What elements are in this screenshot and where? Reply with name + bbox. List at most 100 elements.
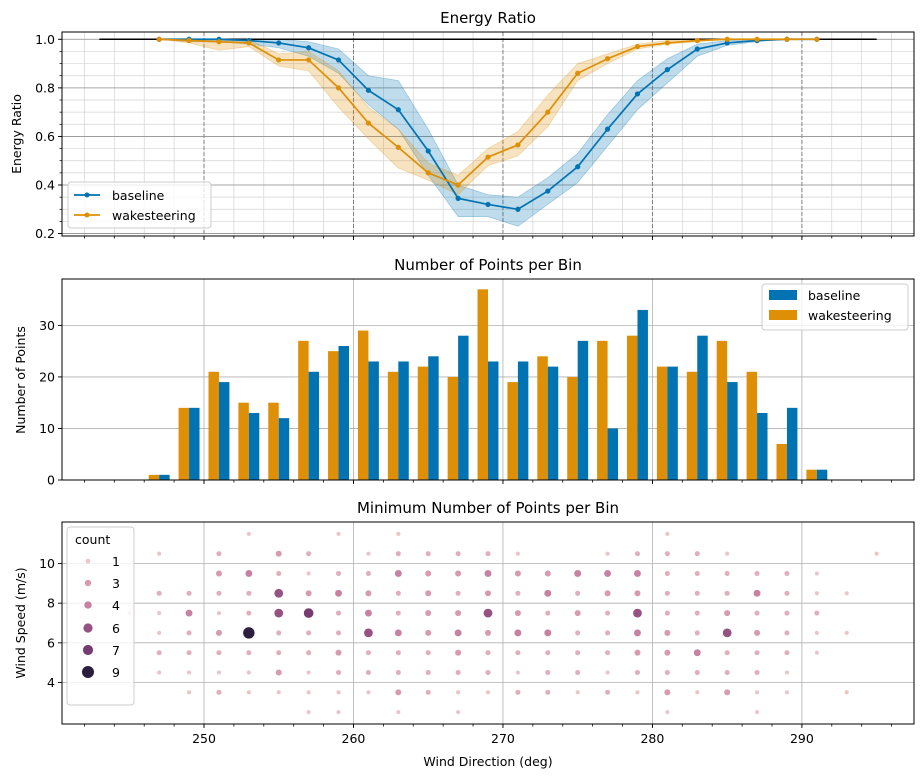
scatter-point: [395, 531, 401, 537]
scatter-point: [514, 649, 521, 656]
scatter-point: [276, 689, 282, 695]
scatter-point: [574, 649, 581, 656]
baseline-bar: [159, 474, 170, 480]
scatter-point: [723, 688, 731, 696]
scatter-point: [156, 649, 163, 656]
scatter-point: [485, 689, 491, 695]
scatter-point: [544, 570, 552, 577]
scatter-point: [783, 629, 790, 636]
scatter-point: [484, 569, 492, 578]
energy-ratio-legend-box: [67, 181, 212, 229]
scatter-point: [722, 628, 733, 638]
baseline-point: [724, 40, 730, 46]
scatter-point: [156, 610, 162, 616]
scatter-point: [663, 649, 671, 657]
scatter-point: [335, 709, 342, 715]
energy-ratio-series-lines: [99, 36, 877, 212]
wakesteering-bar: [148, 474, 160, 480]
legend-count-1-marker: [85, 558, 91, 564]
scatter-point: [303, 607, 314, 619]
scatter-point: [514, 689, 521, 696]
min-points-ticks: 250 260 270 280 290 4 6 8 10: [39, 556, 892, 746]
scatter-point: [242, 626, 256, 640]
legend-baseline-label: baseline: [112, 188, 165, 203]
scatter-point: [454, 609, 462, 617]
baseline-point: [515, 206, 521, 212]
min-points-panel: 250 260 270 280 290 4 6 8 10 Minimum Number of P…: [13, 499, 915, 769]
scatter-point: [694, 570, 701, 577]
scatter-point: [335, 570, 342, 577]
baseline-bar: [278, 418, 290, 480]
wakesteering-confidence-band: [159, 38, 817, 196]
scatter-point: [395, 590, 402, 597]
x-tick-label: 270: [491, 731, 515, 746]
min-points-legend-box: [66, 526, 135, 706]
scatter-point: [664, 709, 670, 715]
scatter-point: [246, 531, 252, 537]
scatter-point: [753, 629, 761, 637]
scatter-point: [514, 590, 521, 597]
legend-count-4-label: 4: [112, 598, 120, 613]
wakesteering-bar: [537, 356, 548, 480]
baseline-point: [485, 201, 491, 208]
wakesteering-bar: [387, 371, 399, 480]
scatter-point: [783, 590, 790, 597]
energy-ratio-panel: 0.2 0.4 0.6 0.8 1.0 Energy Ratio Energy Rati…: [9, 9, 915, 241]
y-tick-label: 4: [47, 675, 55, 690]
scatter-point: [215, 590, 222, 597]
legend-wakesteering-bar-swatch: [769, 310, 797, 320]
legend-count-3-marker: [84, 579, 92, 587]
scatter-point: [604, 610, 611, 617]
scatter-point: [604, 629, 611, 636]
scatter-point: [634, 689, 641, 695]
scatter-point: [305, 629, 312, 636]
baseline-bar: [218, 382, 230, 480]
scatter-point: [574, 629, 581, 636]
scatter-point: [754, 689, 760, 695]
wakesteering-bar: [208, 371, 219, 480]
scatter-point: [514, 609, 522, 617]
scatter-point: [365, 649, 372, 656]
baseline-point: [455, 195, 461, 201]
baseline-point: [604, 126, 611, 132]
scatter-point: [215, 629, 223, 637]
scatter-point: [632, 608, 643, 618]
scatter-point: [694, 669, 701, 676]
min-points-scatter: [126, 531, 880, 715]
scatter-point: [364, 589, 372, 597]
scatter-point: [273, 608, 284, 618]
scatter-point: [724, 669, 731, 676]
min-points-x-axis-label: Wind Direction (deg): [423, 754, 552, 769]
scatter-point: [694, 550, 701, 557]
scatter-point: [306, 669, 312, 676]
wakesteering-point: [395, 144, 401, 150]
legend-count-1-label: 1: [112, 554, 120, 569]
energy-ratio-axes-frame: [61, 31, 915, 237]
points-per-bin-bars: [148, 289, 828, 480]
scatter-point: [215, 570, 223, 577]
wakesteering-point: [694, 37, 700, 44]
scatter-point: [754, 649, 761, 656]
wakesteering-bar: [507, 382, 518, 480]
energy-ratio-legend: baseline wakesteering: [67, 181, 212, 229]
baseline-bar: [727, 382, 738, 480]
scatter-point: [216, 610, 222, 616]
scatter-point: [186, 629, 193, 636]
scatter-point: [305, 550, 312, 557]
baseline-bar: [248, 413, 260, 480]
legend-wakesteering-label: wakesteering: [808, 308, 892, 323]
energy-ratio-title: Energy Ratio: [440, 9, 536, 27]
scatter-point: [335, 629, 342, 636]
scatter-point: [604, 689, 611, 696]
scatter-point: [306, 570, 312, 577]
scatter-point: [573, 569, 582, 578]
wakesteering-point: [365, 120, 372, 126]
scatter-point: [784, 669, 790, 676]
scatter-point: [814, 590, 820, 596]
scatter-point: [425, 669, 432, 676]
scatter-point: [814, 570, 820, 577]
scatter-point: [424, 589, 432, 597]
scatter-point: [783, 610, 790, 617]
scatter-point: [484, 669, 492, 676]
scatter-point: [844, 689, 850, 695]
